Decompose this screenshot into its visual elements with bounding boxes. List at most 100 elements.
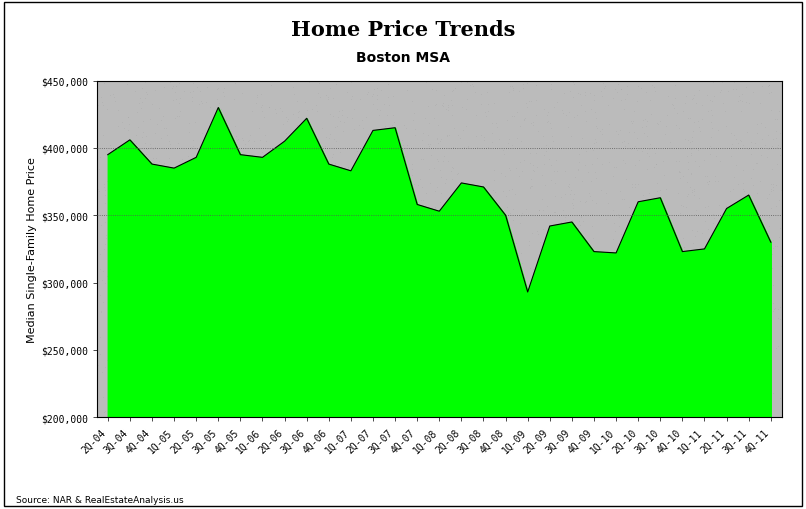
Point	[495, 345, 508, 353]
Point	[226, 208, 239, 216]
Point	[472, 342, 485, 350]
Point	[424, 279, 437, 287]
Point	[98, 245, 111, 253]
Point	[638, 231, 651, 239]
Point	[475, 214, 488, 222]
Point	[146, 101, 159, 109]
Point	[318, 330, 331, 338]
Point	[217, 92, 230, 100]
Point	[328, 275, 341, 284]
Point	[411, 181, 424, 189]
Point	[139, 150, 152, 158]
Point	[160, 277, 173, 285]
Point	[267, 326, 280, 334]
Point	[513, 356, 526, 364]
Point	[234, 334, 247, 343]
Point	[517, 157, 530, 165]
Point	[625, 118, 638, 126]
Point	[130, 230, 143, 238]
Point	[442, 311, 455, 319]
Point	[767, 181, 780, 189]
Point	[554, 249, 567, 257]
Point	[405, 251, 418, 259]
Point	[268, 236, 281, 244]
Point	[442, 106, 455, 115]
Point	[309, 152, 322, 160]
Point	[171, 290, 184, 298]
Point	[537, 406, 550, 414]
Point	[616, 371, 629, 379]
Point	[650, 241, 663, 249]
Point	[496, 243, 509, 251]
Point	[563, 181, 575, 189]
Point	[119, 319, 132, 327]
Point	[193, 230, 206, 238]
Point	[525, 230, 538, 238]
Point	[156, 357, 169, 365]
Point	[133, 413, 146, 421]
Point	[742, 235, 754, 243]
Point	[332, 343, 345, 351]
Point	[756, 345, 769, 353]
Point	[401, 399, 414, 407]
Point	[143, 116, 156, 124]
Point	[185, 200, 198, 208]
Point	[699, 173, 712, 181]
Point	[621, 281, 634, 289]
Point	[526, 322, 538, 330]
Point	[575, 213, 588, 221]
Point	[689, 315, 702, 323]
Point	[347, 187, 359, 195]
Point	[763, 319, 776, 327]
Point	[471, 294, 484, 302]
Point	[559, 112, 572, 120]
Point	[132, 260, 145, 268]
Point	[734, 108, 747, 116]
Point	[545, 86, 558, 94]
Point	[668, 277, 681, 286]
Point	[238, 264, 251, 272]
Point	[132, 227, 145, 235]
Point	[663, 352, 675, 360]
Point	[759, 294, 772, 302]
Point	[698, 379, 711, 387]
Point	[343, 288, 355, 296]
Point	[126, 229, 139, 237]
Point	[417, 196, 430, 204]
Point	[520, 80, 533, 88]
Point	[236, 137, 249, 145]
Point	[103, 350, 116, 358]
Point	[138, 223, 151, 232]
Point	[509, 319, 521, 327]
Point	[521, 288, 534, 296]
Point	[280, 114, 293, 122]
Point	[630, 98, 643, 106]
Point	[474, 294, 487, 302]
Point	[612, 372, 625, 380]
Point	[347, 106, 360, 114]
Point	[750, 121, 763, 129]
Point	[118, 161, 131, 169]
Point	[749, 304, 762, 313]
Point	[490, 212, 503, 220]
Point	[158, 125, 171, 133]
Point	[675, 244, 688, 252]
Point	[255, 303, 268, 311]
Point	[355, 321, 368, 329]
Point	[540, 392, 553, 401]
Point	[572, 233, 585, 241]
Point	[641, 132, 654, 140]
Point	[737, 322, 750, 330]
Point	[330, 123, 343, 131]
Point	[293, 405, 305, 413]
Point	[688, 192, 700, 200]
Point	[751, 281, 764, 290]
Point	[750, 410, 762, 418]
Point	[704, 317, 717, 325]
Point	[93, 165, 106, 174]
Point	[381, 94, 394, 102]
Point	[750, 284, 763, 292]
Text: Boston MSA: Boston MSA	[356, 51, 450, 65]
Point	[658, 369, 671, 377]
Point	[160, 213, 172, 221]
